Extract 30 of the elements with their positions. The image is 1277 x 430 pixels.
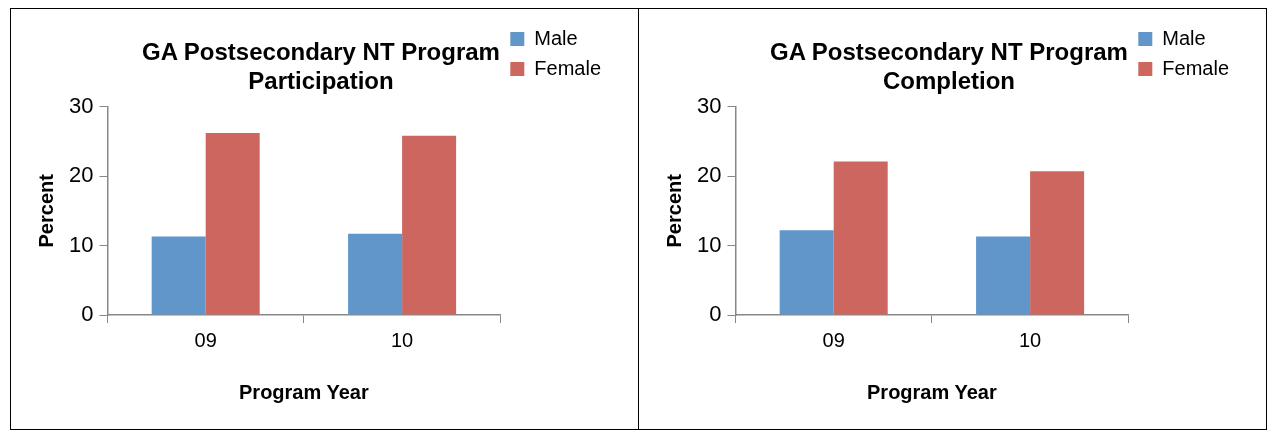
x-tick-label: 09: [194, 328, 217, 351]
y-tick-label: 10: [696, 231, 722, 257]
y-tick-label: 30: [696, 92, 722, 118]
bar: [976, 236, 1031, 315]
bar: [402, 135, 457, 315]
y-axis-title: Percent: [662, 173, 685, 248]
bar: [151, 236, 206, 315]
bar: [348, 233, 403, 315]
legend-label: Female: [1162, 56, 1230, 79]
y-tick-label: 10: [68, 231, 94, 257]
bar: [1030, 171, 1085, 315]
y-tick-label: 20: [696, 162, 722, 188]
legend-label: Female: [534, 56, 602, 79]
x-axis-title: Program Year: [867, 380, 997, 403]
x-tick-label: 10: [390, 328, 414, 351]
legend-label: Male: [1162, 26, 1206, 49]
x-tick-label: 10: [1018, 328, 1042, 351]
y-axis-title: Percent: [34, 173, 57, 248]
legend-label: Male: [534, 26, 578, 49]
y-tick-label: 0: [709, 301, 722, 327]
chart-title: GA Postsecondary NT Program Participation: [142, 38, 500, 94]
y-tick-label: 0: [81, 301, 94, 327]
chart-title: GA Postsecondary NT Program Completion: [770, 38, 1128, 94]
y-tick-label: 30: [68, 92, 94, 118]
bar: [205, 133, 260, 315]
x-tick-label: 09: [822, 328, 845, 351]
y-tick-label: 20: [68, 162, 94, 188]
bar: [833, 161, 888, 315]
bar: [779, 230, 834, 315]
x-axis-title: Program Year: [239, 380, 369, 403]
